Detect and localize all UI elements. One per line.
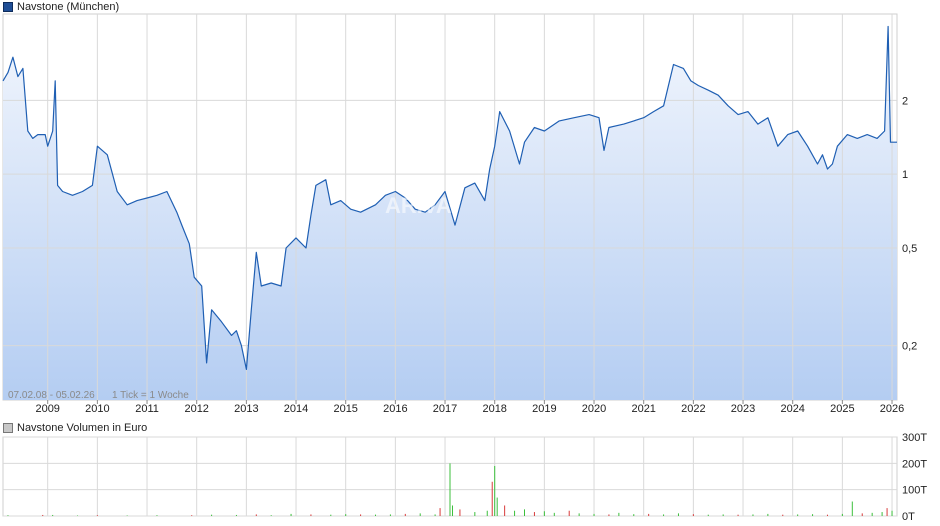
x-tick-label: 2015: [333, 403, 357, 415]
price-line: [2, 25, 897, 370]
volume-panel: 0T 100T 200T 300T: [2, 432, 927, 523]
x-tick-label: 2016: [383, 403, 407, 415]
volume-legend: Navstone Volumen in Euro: [3, 421, 147, 435]
x-tick-label: 2025: [830, 403, 854, 415]
x-tick-label: 2023: [731, 403, 755, 415]
volume-y-tick-label: 100T: [902, 485, 927, 497]
x-tick-label: 2014: [284, 403, 308, 415]
volume-y-tick-label: 200T: [902, 458, 927, 470]
x-tick-label: 2009: [35, 403, 59, 415]
x-tick-label: 2020: [582, 403, 606, 415]
price-legend-label: Navstone (München): [17, 1, 120, 13]
y-tick-label: 1: [902, 169, 908, 181]
x-tick-label: 2010: [85, 403, 109, 415]
x-tick-label: 2019: [532, 403, 556, 415]
watermark: ARIVA: [385, 193, 452, 218]
y-tick-label: 2: [902, 95, 908, 107]
volume-legend-label: Navstone Volumen in Euro: [17, 422, 148, 434]
x-tick-label: 2022: [681, 403, 705, 415]
volume-y-tick-label: 0T: [902, 511, 915, 523]
date-range-note: 07.02.08 - 05.02.26: [8, 390, 95, 401]
volume-y-tick-label: 300T: [902, 432, 927, 444]
x-tick-label: 2011: [135, 403, 159, 415]
volume-legend-swatch: [3, 423, 13, 433]
x-tick-label: 2024: [780, 403, 804, 415]
x-tick-label: 2012: [184, 403, 208, 415]
x-tick-label: 2017: [433, 403, 457, 415]
y-tick-label: 0,2: [902, 341, 917, 353]
x-tick-label: 2013: [234, 403, 258, 415]
x-tick-label: 2021: [631, 403, 655, 415]
price-panel: 2009 2010 2011 2012 2013 2014 2015 2016 2017 2018…: [2, 13, 917, 415]
x-tick-label: 2018: [482, 403, 506, 415]
price-area-fill: [3, 26, 897, 400]
tick-interval-note: 1 Tick = 1 Woche: [112, 390, 189, 401]
price-legend: Navstone (München): [3, 0, 119, 14]
price-legend-swatch: [3, 2, 13, 12]
y-tick-label: 0,5: [902, 243, 917, 255]
x-tick-label: 2026: [880, 403, 904, 415]
